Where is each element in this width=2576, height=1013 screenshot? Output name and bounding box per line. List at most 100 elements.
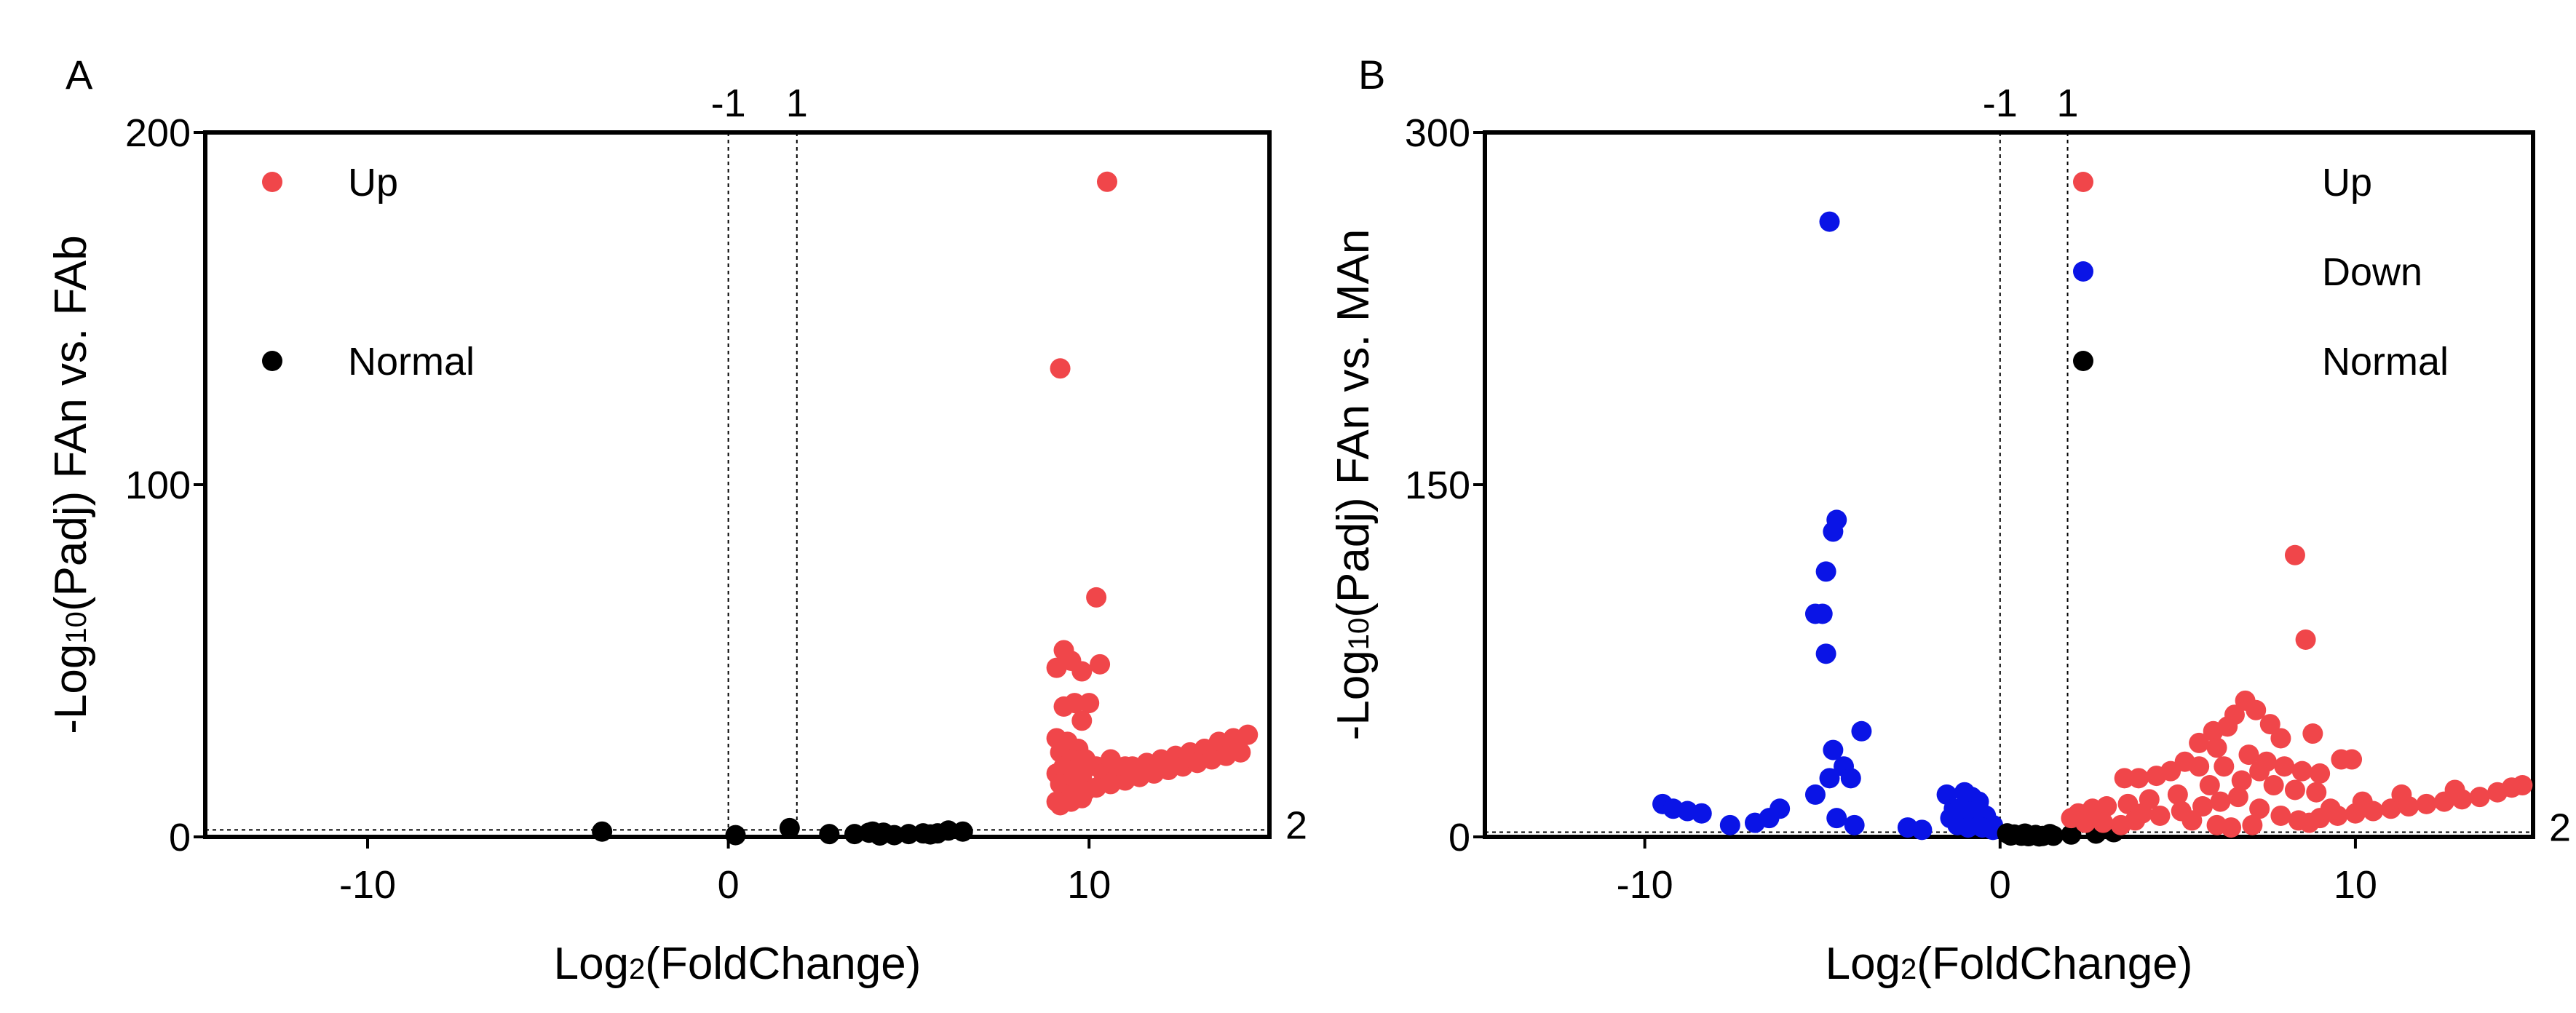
data-point-normal (858, 822, 879, 843)
data-point-up (1071, 661, 1093, 682)
data-point-normal (592, 821, 613, 842)
data-point-up (2206, 737, 2227, 758)
data-point-up (2416, 793, 2437, 814)
y-axis-title-main: -Log (1328, 650, 1379, 740)
legend-label-up: Up (2322, 161, 2372, 204)
data-point-down (1851, 720, 1872, 742)
data-point-up (2146, 766, 2167, 787)
legend-marker-normal (262, 351, 282, 371)
data-point-down (1823, 521, 1844, 542)
legend-marker-up (262, 172, 282, 192)
data-point-up (2074, 812, 2096, 833)
data-point-up (1096, 171, 1117, 192)
data-point-up (2210, 791, 2231, 812)
data-point-up (1050, 795, 1071, 816)
data-point-normal (819, 824, 840, 845)
y-tick-label: 300 (1405, 111, 1470, 155)
threshold-vline-label: 1 (2057, 82, 2079, 125)
data-point-up (2246, 699, 2267, 720)
data-point-up (2199, 775, 2220, 796)
data-point-normal (725, 825, 746, 846)
threshold-vline-label: -1 (1983, 82, 2018, 125)
series-up (2061, 544, 2533, 838)
x-axis-title-sub: 2 (629, 953, 645, 985)
y-axis-title-sub: 10 (60, 611, 92, 644)
panel-label: B (1358, 52, 1385, 98)
data-point-up (2231, 770, 2252, 791)
data-point-up (2149, 805, 2171, 826)
data-point-down (1819, 211, 1840, 232)
panel-label: A (66, 52, 93, 98)
legend-marker-up (2073, 172, 2093, 192)
data-point-normal (2061, 824, 2082, 845)
data-point-down (1819, 768, 1840, 789)
data-point-up (2249, 798, 2270, 819)
legend: Up Normal (262, 161, 475, 384)
data-point-down (1812, 603, 1833, 624)
x-tick-label: -10 (339, 863, 396, 907)
data-point-up (2469, 787, 2490, 808)
data-point-up (1050, 358, 1071, 379)
x-axis-title-rest: (FoldChange) (645, 939, 921, 989)
data-point-up (2270, 805, 2291, 826)
data-point-up (1046, 657, 1067, 678)
data-point-up (2291, 760, 2313, 782)
y-tick-label: 200 (125, 111, 191, 155)
data-point-up (2352, 791, 2373, 812)
y-tick-label: 100 (125, 464, 191, 507)
data-point-up (2512, 775, 2533, 796)
data-point-normal (952, 821, 973, 842)
data-point-normal (2043, 825, 2064, 846)
data-point-up (2227, 787, 2248, 808)
data-point-up (1053, 696, 1074, 717)
x-tick-label: 0 (718, 863, 740, 907)
series-up (1046, 171, 1259, 816)
data-point-down (1826, 808, 1847, 829)
y-axis-title: -Log10(Padj) FAn vs. FAb (46, 235, 96, 734)
data-point-up (2167, 784, 2188, 805)
legend-label-up: Up (348, 161, 398, 204)
data-point-up (2320, 798, 2341, 819)
x-axis-title-rest: (FoldChange) (1917, 939, 2192, 989)
x-axis-title-main: Log (554, 939, 629, 989)
legend-label-normal: Normal (348, 340, 475, 384)
data-point-up (2093, 812, 2114, 833)
data-point-up (2192, 796, 2214, 817)
data-point-up (2242, 814, 2263, 835)
threshold-hline-label: 2 (1285, 803, 1307, 847)
y-axis-title-rest: (Padj) FAn vs. MAn (1328, 229, 1379, 618)
data-point-up (2284, 779, 2305, 801)
y-tick-label: 0 (1448, 816, 1470, 859)
data-point-down (1691, 803, 1712, 824)
plot-frame (1483, 130, 2535, 839)
legend-label-down: Down (2322, 250, 2422, 294)
data-point-down (1911, 819, 1933, 841)
legend-marker-normal (2073, 351, 2093, 371)
data-point-up (2444, 779, 2465, 801)
data-point-up (2302, 723, 2323, 744)
data-point-up (2391, 784, 2412, 805)
data-point-down (1957, 817, 1978, 838)
data-point-down (1804, 784, 1826, 805)
data-point-up (2306, 782, 2327, 803)
series-down (1652, 211, 2004, 841)
data-point-up (2295, 629, 2316, 650)
data-point-up (2259, 714, 2280, 735)
data-point-up (2380, 798, 2401, 819)
series-normal (592, 817, 973, 846)
y-tick-label: 150 (1405, 464, 1470, 507)
data-point-up (2249, 760, 2270, 782)
x-tick-label: 10 (2334, 863, 2377, 907)
x-axis-title: Log2(FoldChange) (1826, 939, 2193, 989)
threshold-vline-label: 1 (786, 82, 808, 125)
data-point-up (2284, 544, 2305, 565)
data-point-up (1071, 787, 1093, 809)
data-point-down (1968, 798, 1989, 819)
data-point-up (2238, 744, 2259, 766)
data-point-up (2189, 756, 2210, 777)
data-point-up (2132, 803, 2153, 824)
threshold-hline-label: 2 (2549, 806, 2571, 850)
data-point-up (1071, 710, 1093, 731)
y-axis-title-rest: (Padj) FAn vs. FAb (46, 235, 96, 611)
data-point-up (1090, 654, 1111, 675)
